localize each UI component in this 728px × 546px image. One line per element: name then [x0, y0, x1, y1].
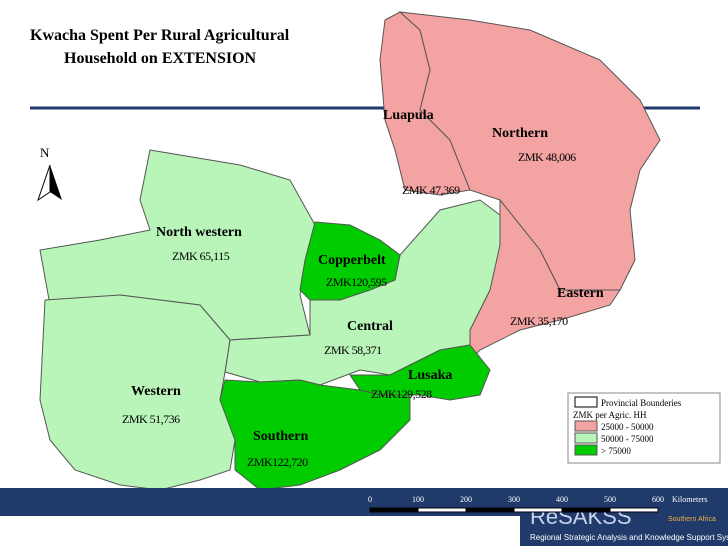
province [219, 379, 411, 491]
scale-segment [369, 507, 419, 513]
legend-swatch [574, 444, 598, 456]
logo-region: Southern Africa [668, 516, 716, 523]
province-name: Southern [253, 429, 308, 444]
province-name: Luapula [383, 108, 434, 123]
footer-subtitle: Regional Strategic Analysis and Knowledg… [530, 533, 728, 542]
scale-label: 0 [368, 495, 372, 504]
province-value: ZMK 65,115 [172, 249, 230, 263]
north-arrow [37, 164, 51, 202]
province-value: ZMK120,595 [326, 275, 387, 289]
scale-label: 300 [508, 495, 520, 504]
province [39, 294, 236, 491]
province-value: ZMK 48,006 [518, 150, 576, 164]
scale-label: 100 [412, 495, 424, 504]
legend-heading: ZMK per Agric. HH [573, 410, 647, 420]
legend-label: Provincial Bounderies [601, 398, 682, 408]
scale-label: 200 [460, 495, 472, 504]
scale-segment [417, 507, 467, 513]
province-value: ZMK129,528 [371, 387, 432, 401]
north-label: N [40, 145, 50, 160]
province-value: ZMK 47,369 [402, 183, 460, 197]
province-name: Western [131, 384, 181, 399]
title: Kwacha Spent Per Rural Agricultural [30, 27, 290, 44]
legend-swatch [574, 396, 598, 408]
province-value: ZMK 51,736 [122, 412, 180, 426]
north-arrow [50, 165, 62, 200]
scale-segment [513, 507, 563, 513]
legend-swatch [574, 420, 598, 432]
scale-segment [465, 507, 515, 513]
scale-label: 400 [556, 495, 568, 504]
scale-bar: 0 100 200 300 400 500 600 Kilometers [368, 495, 708, 513]
province-name: Lusaka [408, 368, 452, 383]
scale-segment [609, 507, 659, 513]
scale-segment [561, 507, 611, 513]
province-name: North western [156, 225, 242, 240]
province-name: Eastern [557, 286, 604, 301]
legend-label: 50000 - 75000 [601, 434, 654, 444]
province-name: Northern [492, 126, 548, 141]
province [299, 221, 401, 301]
title: Household on EXTENSION [64, 50, 257, 67]
province-name: Copperbelt [318, 253, 386, 268]
scale-label: 600 [652, 495, 664, 504]
province-value: ZMK 58,371 [324, 343, 382, 357]
province-value: ZMK 35,170 [510, 314, 568, 328]
province-value: ZMK122,720 [247, 455, 308, 469]
logo-box [520, 488, 728, 546]
legend-label: > 75000 [601, 446, 631, 456]
province-name: Central [347, 319, 393, 334]
legend-swatch [574, 432, 598, 444]
scale-label: Kilometers [672, 495, 708, 504]
scale-label: 500 [604, 495, 616, 504]
legend-label: 25000 - 50000 [601, 422, 654, 432]
